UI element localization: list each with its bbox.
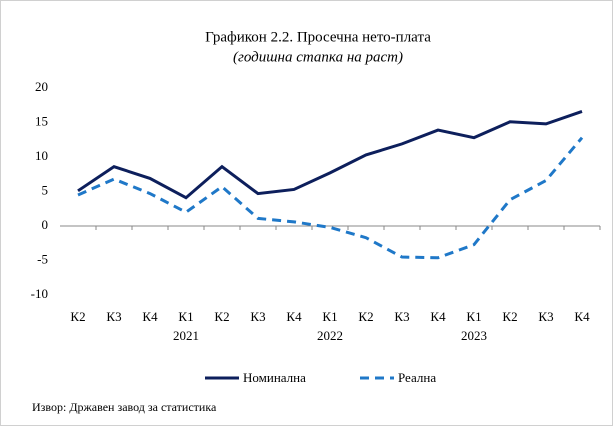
- x-tick-label: К3: [250, 309, 265, 324]
- x-tick-label: К1: [178, 309, 193, 324]
- y-tick-label: 15: [35, 113, 48, 128]
- x-tick-label: К1: [466, 309, 481, 324]
- chart-title: Графикон 2.2. Просечна нето-плата: [205, 29, 431, 45]
- series-line: [77, 136, 584, 260]
- x-tick-label: К4: [286, 309, 302, 324]
- chart-subtitle: (годишна стапка на раст): [233, 49, 403, 65]
- year-label: 2023: [461, 328, 487, 343]
- y-tick-label: 20: [35, 79, 48, 94]
- y-tick-label: 0: [42, 217, 49, 232]
- y-tick-label: 5: [42, 182, 49, 197]
- legend-label: Номинална: [243, 370, 306, 385]
- x-tick-label: К2: [502, 309, 517, 324]
- year-label: 2022: [317, 328, 343, 343]
- year-label: 2021: [173, 328, 199, 343]
- x-tick-label: К2: [70, 309, 85, 324]
- series-line: [77, 110, 583, 200]
- x-tick-label: К2: [214, 309, 229, 324]
- x-tick-label: К3: [538, 309, 553, 324]
- legend-label: Реална: [398, 370, 436, 385]
- x-tick-label: К4: [142, 309, 158, 324]
- y-tick-label: 10: [35, 148, 48, 163]
- x-tick-label: К3: [394, 309, 409, 324]
- source: Извор: Државен завод за статистика: [32, 400, 217, 414]
- x-tick-label: К1: [322, 309, 337, 324]
- x-tick-label: К3: [106, 309, 121, 324]
- x-tick-label: К4: [574, 309, 590, 324]
- y-tick-label: -5: [37, 251, 48, 266]
- x-tick-label: К4: [430, 309, 446, 324]
- x-tick-label: К2: [358, 309, 373, 324]
- y-tick-label: -10: [31, 286, 48, 301]
